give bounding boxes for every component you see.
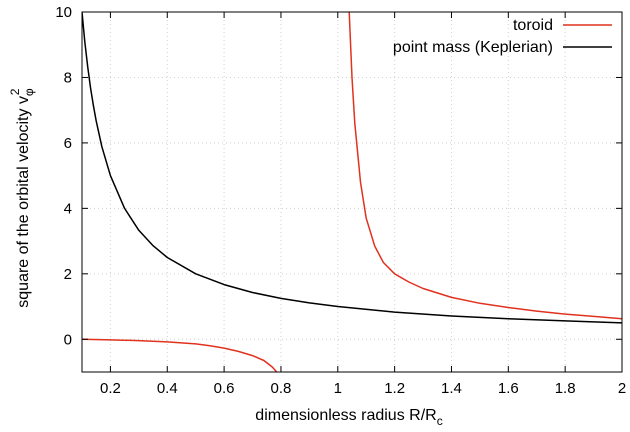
series-line-toroid-2 bbox=[348, 12, 622, 320]
legend-label-point-mass: point mass (Keplerian) bbox=[393, 39, 553, 56]
x-axis-label: dimensionless radius R/Rc bbox=[255, 407, 442, 428]
y-axis-label-superscript: 2 bbox=[8, 88, 22, 95]
x-tick-label: 2 bbox=[618, 380, 626, 397]
y-tick-label: 2 bbox=[64, 266, 72, 283]
series-line-point-mass-1 bbox=[82, 12, 622, 324]
series-layer bbox=[82, 12, 622, 372]
x-axis-label-main: dimensionless radius R/R bbox=[255, 407, 436, 424]
legend: toroid point mass (Keplerian) bbox=[393, 17, 612, 56]
y-axis-label-subscript: φ bbox=[22, 88, 36, 96]
x-tick-label: 0.2 bbox=[100, 380, 121, 397]
x-tick-label: 1.4 bbox=[441, 380, 462, 397]
y-tick-label: 10 bbox=[55, 4, 72, 21]
y-tick-label: 6 bbox=[64, 135, 72, 152]
y-tick-label: 8 bbox=[64, 69, 72, 86]
x-axis-label-subscript: c bbox=[437, 414, 443, 428]
x-tick-label: 1.2 bbox=[384, 380, 405, 397]
x-tick-label: 0.8 bbox=[271, 380, 292, 397]
x-tick-label: 1.6 bbox=[498, 380, 519, 397]
x-tick-label: 1 bbox=[334, 380, 342, 397]
y-tick-label: 4 bbox=[64, 200, 72, 217]
x-tick-label: 0.4 bbox=[157, 380, 178, 397]
x-tick-label: 0.6 bbox=[214, 380, 235, 397]
grid bbox=[82, 12, 622, 372]
y-tick-label: 0 bbox=[64, 331, 72, 348]
series-line-toroid-1 bbox=[82, 338, 278, 372]
ticks: 0.2 0.4 0.6 0.8 1 1.2 1.4 1.6 1.8 2 0 2 4 6 8 10 bbox=[55, 4, 626, 397]
y-axis-label-main: square of the orbital velocity v bbox=[15, 96, 32, 308]
legend-label-toroid: toroid bbox=[513, 17, 553, 34]
x-tick-label: 1.8 bbox=[555, 380, 576, 397]
plot-frame bbox=[81, 11, 623, 373]
y-axis-label: square of the orbital velocity vφ2 bbox=[8, 88, 36, 308]
